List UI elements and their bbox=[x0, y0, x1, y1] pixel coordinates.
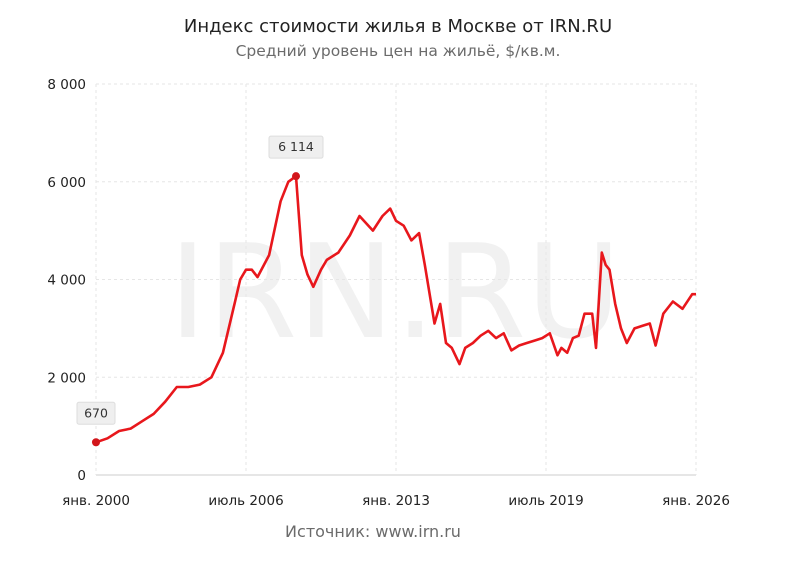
series-line bbox=[91, 174, 696, 444]
x-tick-label: янв. 2013 bbox=[362, 493, 430, 509]
x-tick-label: июль 2006 bbox=[208, 493, 283, 509]
y-tick-label: 2 000 bbox=[47, 370, 86, 386]
y-tick-label: 6 000 bbox=[47, 175, 86, 191]
chart-subtitle: Средний уровень цен на жильё, $/кв.м. bbox=[235, 42, 561, 60]
y-tick-label: 0 bbox=[77, 468, 86, 484]
annotation-label: 670 bbox=[84, 405, 108, 420]
annotations: 670 6 114 bbox=[76, 135, 324, 447]
source-note: Источник: www.irn.ru bbox=[285, 522, 461, 541]
y-tick-label: 8 000 bbox=[47, 77, 86, 93]
annotation-label: 6 114 bbox=[278, 139, 314, 154]
annotation-point bbox=[292, 172, 300, 181]
grid bbox=[95, 83, 697, 476]
x-tick-label: янв. 2026 bbox=[662, 493, 730, 509]
x-axis: янв. 2000 июль 2006 янв. 2013 июль 2019 янв.… bbox=[62, 493, 730, 509]
y-tick-label: 4 000 bbox=[47, 273, 86, 289]
x-tick-label: янв. 2000 bbox=[62, 493, 130, 509]
x-tick-label: июль 2019 bbox=[508, 493, 583, 509]
annotation-box bbox=[268, 135, 324, 159]
chart-title: Индекс стоимости жилья в Москве от IRN.R… bbox=[183, 16, 613, 37]
annotation-box bbox=[76, 401, 116, 425]
annotation-point bbox=[92, 438, 100, 447]
y-axis: 0 2 000 4 000 6 000 8 000 bbox=[47, 77, 86, 484]
